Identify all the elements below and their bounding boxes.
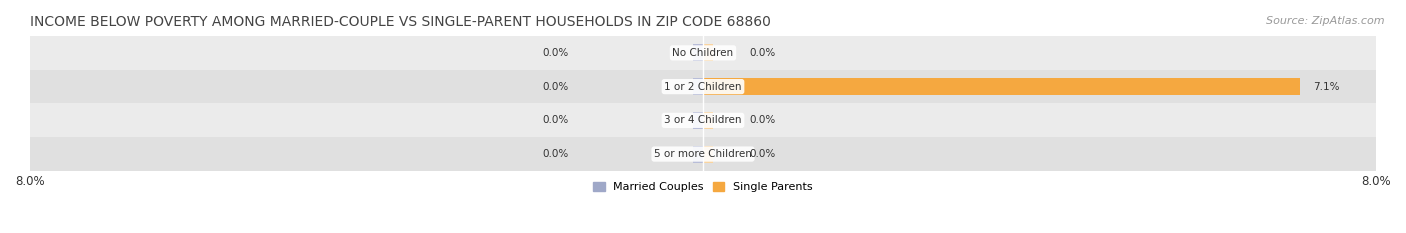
Bar [693,78,703,95]
Bar [30,70,1376,103]
Bar [703,78,1301,95]
Bar [30,103,1376,137]
Text: Source: ZipAtlas.com: Source: ZipAtlas.com [1267,16,1385,26]
Text: 0.0%: 0.0% [543,115,568,125]
Text: 0.0%: 0.0% [543,48,568,58]
Bar [693,112,703,129]
Bar [703,112,713,129]
Text: No Children: No Children [672,48,734,58]
Bar [703,146,713,162]
Text: 7.1%: 7.1% [1313,82,1340,92]
Text: 0.0%: 0.0% [543,82,568,92]
Legend: Married Couples, Single Parents: Married Couples, Single Parents [593,182,813,192]
Text: 5 or more Children: 5 or more Children [654,149,752,159]
Text: 1 or 2 Children: 1 or 2 Children [664,82,742,92]
Bar [30,36,1376,70]
Text: INCOME BELOW POVERTY AMONG MARRIED-COUPLE VS SINGLE-PARENT HOUSEHOLDS IN ZIP COD: INCOME BELOW POVERTY AMONG MARRIED-COUPL… [30,15,770,29]
Text: 0.0%: 0.0% [749,115,776,125]
Bar [693,45,703,61]
Text: 0.0%: 0.0% [543,149,568,159]
Text: 3 or 4 Children: 3 or 4 Children [664,115,742,125]
Bar [703,45,713,61]
Bar [30,137,1376,171]
Text: 0.0%: 0.0% [749,149,776,159]
Text: 0.0%: 0.0% [749,48,776,58]
Bar [693,146,703,162]
